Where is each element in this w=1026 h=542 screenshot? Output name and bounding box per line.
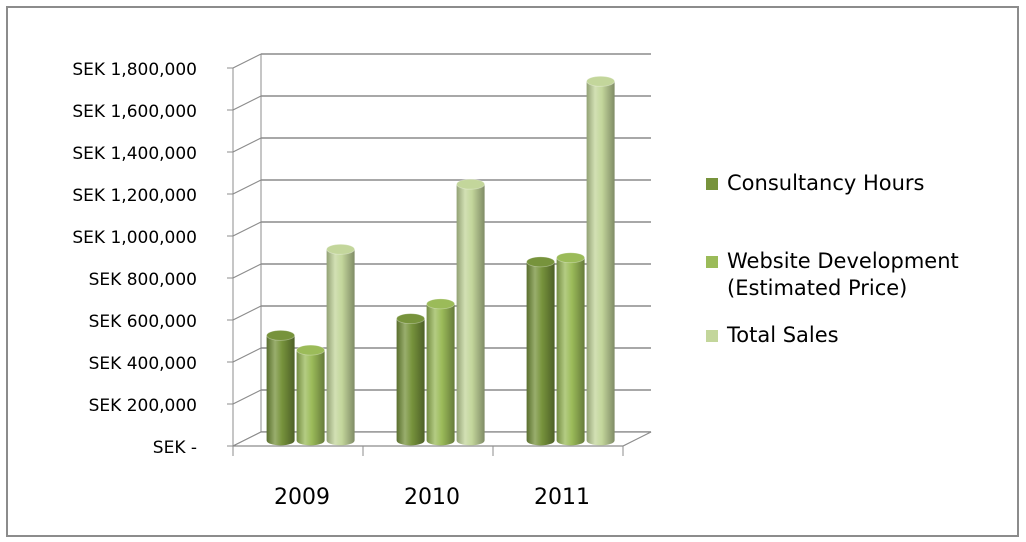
legend-label: Total Sales <box>727 323 839 347</box>
y-tick-label: SEK 600,000 <box>89 312 197 332</box>
bar-top <box>426 298 456 310</box>
y-tick-label: SEK 200,000 <box>89 396 197 416</box>
gridline-depth <box>232 389 262 405</box>
legend-swatch <box>706 256 718 268</box>
legend-swatch <box>706 178 718 190</box>
legend-label: Website Development (Estimated Price) <box>727 249 959 300</box>
bar-body <box>426 303 455 446</box>
x-tick-label: 2009 <box>274 485 330 510</box>
bar-top <box>456 178 486 190</box>
gridline-depth <box>232 53 262 69</box>
y-tick-label: SEK - <box>153 438 197 458</box>
y-tick-label: SEK 800,000 <box>89 270 197 290</box>
gridline-depth <box>232 221 262 237</box>
bar <box>266 329 296 446</box>
legend-item-consultancy-hours: Consultancy Hours <box>706 170 925 197</box>
bar-top <box>556 252 585 264</box>
gridline-depth <box>232 347 262 363</box>
bar-top <box>586 75 615 87</box>
legend-swatch <box>706 330 718 342</box>
bar-body <box>556 257 585 446</box>
bar-top <box>296 344 326 356</box>
y-tick-label: SEK 1,600,000 <box>72 102 197 122</box>
bar-body <box>396 318 425 446</box>
bar-body <box>296 350 325 446</box>
y-tick-label: SEK 1,800,000 <box>72 60 197 80</box>
bar <box>296 344 326 446</box>
x-tick-label: 2011 <box>534 485 590 510</box>
bar-top <box>266 329 296 341</box>
x-tick-label: 2010 <box>404 485 460 510</box>
bar <box>326 243 356 446</box>
bar-body <box>266 335 295 446</box>
y-tick-label: SEK 400,000 <box>89 354 197 374</box>
legend-item-website-development: Website Development (Estimated Price) <box>706 248 959 302</box>
y-tick-label: SEK 1,200,000 <box>72 186 197 206</box>
chart-frame <box>6 6 1019 537</box>
bar-body <box>586 81 615 446</box>
gridline-depth <box>232 179 262 195</box>
bar-body <box>526 261 555 446</box>
bar-body <box>326 249 355 446</box>
gridline-depth <box>232 137 262 153</box>
gridline-depth <box>232 263 262 279</box>
gridline-depth <box>232 305 262 321</box>
y-tick-label: SEK 1,400,000 <box>72 144 197 164</box>
bar <box>396 313 426 446</box>
legend-item-total-sales: Total Sales <box>706 322 839 349</box>
bar <box>456 178 486 446</box>
bar <box>426 298 456 446</box>
bar-top <box>326 243 356 255</box>
bar <box>526 256 555 446</box>
gridline-depth <box>232 95 262 111</box>
bars <box>266 75 615 446</box>
legend-label: Consultancy Hours <box>727 171 925 195</box>
tick-labels: SEK - SEK 200,000 SEK 400,000 SEK 600,000 SE… <box>72 60 590 510</box>
bar-top <box>526 256 555 268</box>
bar <box>586 75 615 446</box>
bar-top <box>396 313 426 325</box>
bar-body <box>456 184 485 446</box>
bar <box>556 252 585 446</box>
y-tick-label: SEK 1,000,000 <box>72 228 197 248</box>
